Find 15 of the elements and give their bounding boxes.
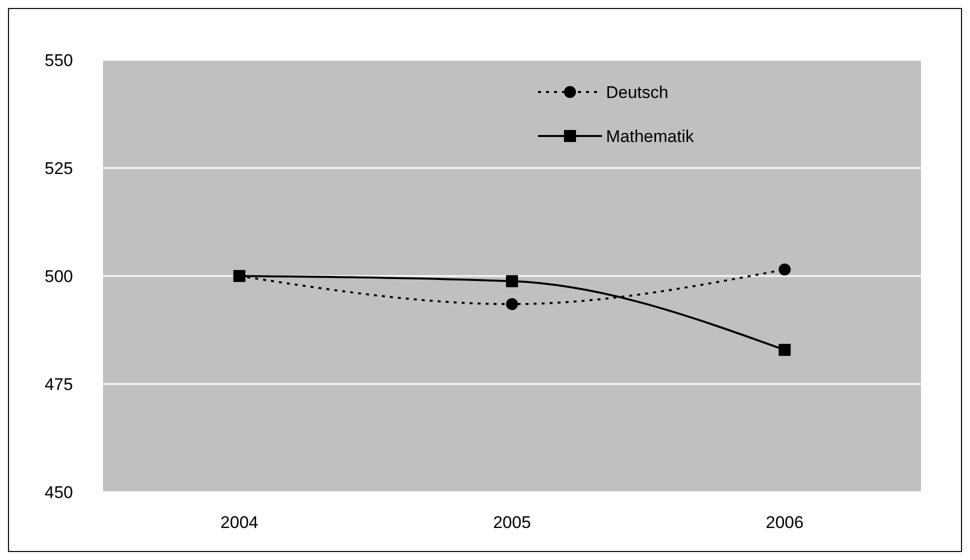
y-tick-label: 525 xyxy=(44,158,73,178)
point xyxy=(233,270,246,282)
legend-label: Deutsch xyxy=(606,82,668,102)
point xyxy=(506,275,518,288)
point xyxy=(778,344,791,356)
y-tick-label: 475 xyxy=(44,374,73,394)
point xyxy=(506,298,518,310)
y-tick-label: 550 xyxy=(44,50,73,70)
point xyxy=(778,264,791,276)
y-tick-label: 500 xyxy=(44,266,73,286)
x-tick-label: 2004 xyxy=(220,512,258,532)
x-tick-label: 2006 xyxy=(766,512,804,532)
legend-label: Mathematik xyxy=(606,126,694,146)
y-tick-label: 450 xyxy=(44,482,73,502)
x-tick-label: 2005 xyxy=(493,512,531,532)
